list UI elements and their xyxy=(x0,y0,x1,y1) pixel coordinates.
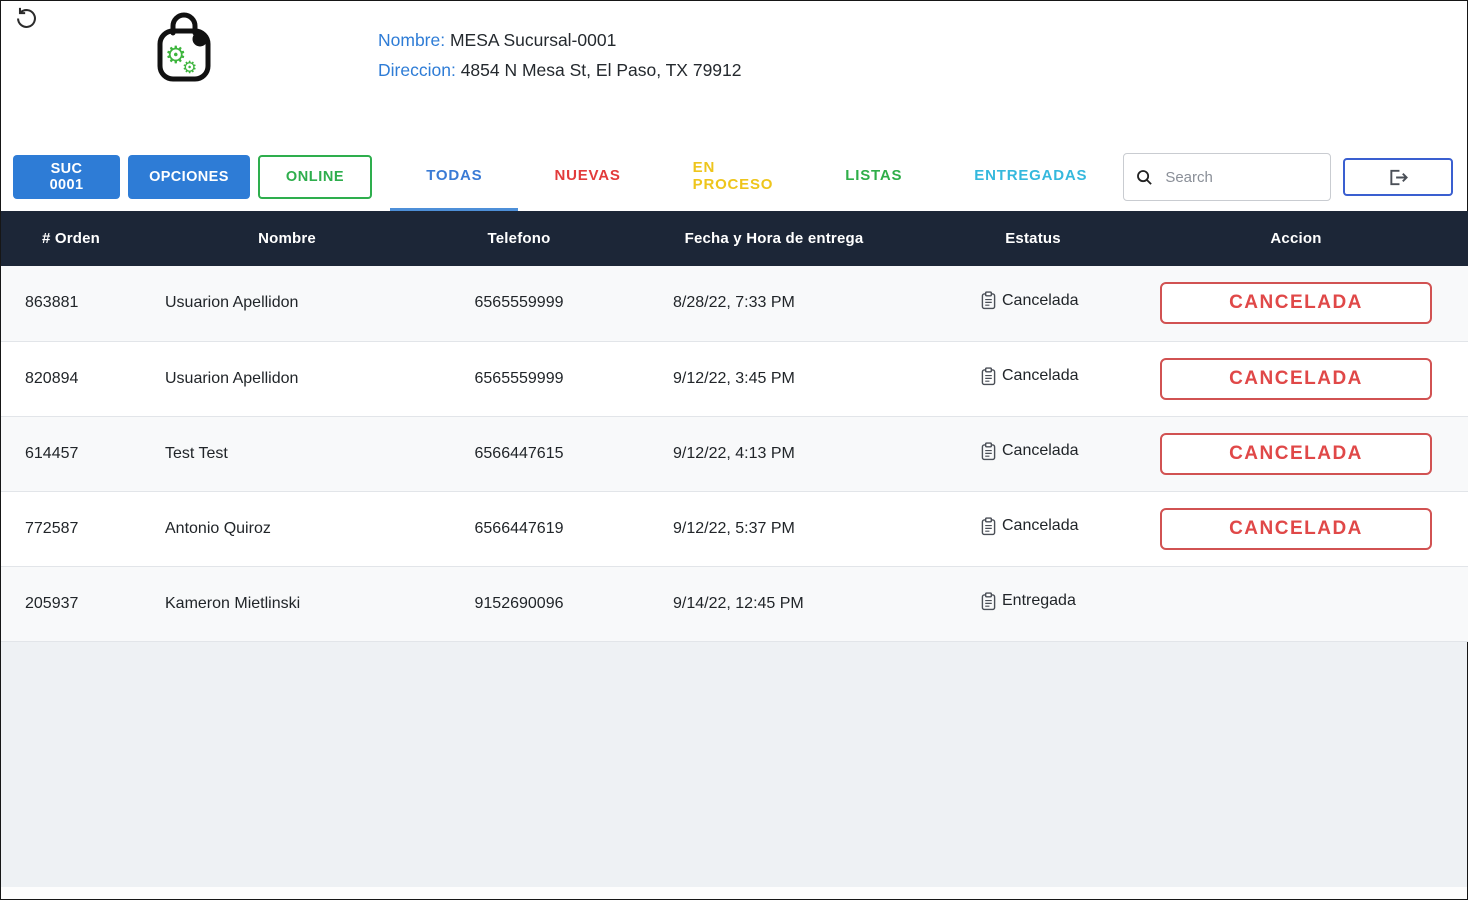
customer-phone: 6566447615 xyxy=(433,416,605,491)
column-fecha: Fecha y Hora de entrega xyxy=(605,211,943,266)
customer-phone: 9152690096 xyxy=(433,566,605,641)
refresh-icon[interactable] xyxy=(11,5,41,35)
table-body: 863881 Usuarion Apellidon 6565559999 8/2… xyxy=(1,266,1468,641)
status-text: Entregada xyxy=(1002,592,1076,610)
clipboard-icon xyxy=(981,291,996,310)
column-telefono: Telefono xyxy=(433,211,605,266)
column-estatus: Estatus xyxy=(943,211,1123,266)
content-background xyxy=(1,642,1467,888)
order-number: 820894 xyxy=(1,341,141,416)
tab-listas[interactable]: LISTAS xyxy=(809,143,938,211)
customer-phone: 6566447619 xyxy=(433,491,605,566)
action-cell: CANCELADA xyxy=(1123,341,1468,416)
customer-phone: 6565559999 xyxy=(433,341,605,416)
table-row: 820894 Usuarion Apellidon 6565559999 9/1… xyxy=(1,341,1468,416)
table-row: 614457 Test Test 6566447615 9/12/22, 4:1… xyxy=(1,416,1468,491)
tab-entregadas[interactable]: ENTREGADAS xyxy=(938,143,1123,211)
tab-en-proceso[interactable]: EN PROCESO xyxy=(657,143,810,211)
suc-button[interactable]: SUC 0001 xyxy=(13,155,120,199)
store-address-label: Direccion: xyxy=(378,60,456,80)
store-address-value: 4854 N Mesa St, El Paso, TX 79912 xyxy=(461,60,742,80)
status-text: Cancelada xyxy=(1002,517,1079,535)
cancelada-button[interactable]: CANCELADA xyxy=(1160,282,1432,324)
toolbar: SUC 0001 OPCIONES ONLINE TODAS NUEVAS EN… xyxy=(1,143,1467,211)
order-number: 863881 xyxy=(1,266,141,341)
action-cell: CANCELADA xyxy=(1123,266,1468,341)
customer-phone: 6565559999 xyxy=(433,266,605,341)
footer-strip xyxy=(1,887,1467,899)
status-text: Cancelada xyxy=(1002,442,1079,460)
search-icon xyxy=(1136,169,1153,186)
clipboard-icon xyxy=(981,442,996,461)
order-number: 205937 xyxy=(1,566,141,641)
customer-name: Usuarion Apellidon xyxy=(141,341,433,416)
status-cell: Entregada xyxy=(943,566,1123,641)
top-bar: ⚙ ⚙ Nombre: MESA Sucursal-0001 Direccion… xyxy=(1,1,1467,143)
table-row: 205937 Kameron Mietlinski 9152690096 9/1… xyxy=(1,566,1468,641)
clipboard-icon xyxy=(981,367,996,386)
orders-table: # Orden Nombre Telefono Fecha y Hora de … xyxy=(1,211,1468,642)
customer-name: Test Test xyxy=(141,416,433,491)
action-cell: CANCELADA xyxy=(1123,416,1468,491)
clipboard-icon xyxy=(981,517,996,536)
app-window: ⚙ ⚙ Nombre: MESA Sucursal-0001 Direccion… xyxy=(0,0,1468,900)
table-header: # Orden Nombre Telefono Fecha y Hora de … xyxy=(1,211,1468,266)
delivery-datetime: 9/12/22, 4:13 PM xyxy=(605,416,943,491)
column-nombre: Nombre xyxy=(141,211,433,266)
tab-nuevas[interactable]: NUEVAS xyxy=(518,143,656,211)
search-box[interactable] xyxy=(1123,153,1331,201)
delivery-datetime: 8/28/22, 7:33 PM xyxy=(605,266,943,341)
online-button[interactable]: ONLINE xyxy=(258,155,372,199)
store-info: Nombre: MESA Sucursal-0001 Direccion: 48… xyxy=(378,25,742,85)
store-name-label: Nombre: xyxy=(378,30,445,50)
store-name-value: MESA Sucursal-0001 xyxy=(450,30,616,50)
cancelada-button[interactable]: CANCELADA xyxy=(1160,433,1432,475)
action-cell xyxy=(1123,566,1468,641)
action-cell: CANCELADA xyxy=(1123,491,1468,566)
opciones-button[interactable]: OPCIONES xyxy=(128,155,250,199)
customer-name: Antonio Quiroz xyxy=(141,491,433,566)
tab-todas[interactable]: TODAS xyxy=(390,143,518,211)
filter-tabs: TODAS NUEVAS EN PROCESO LISTAS ENTREGADA… xyxy=(390,143,1123,211)
delivery-datetime: 9/12/22, 5:37 PM xyxy=(605,491,943,566)
cancelada-button[interactable]: CANCELADA xyxy=(1160,358,1432,400)
status-text: Cancelada xyxy=(1002,367,1079,385)
cancelada-button[interactable]: CANCELADA xyxy=(1160,508,1432,550)
status-cell: Cancelada xyxy=(943,416,1123,491)
customer-name: Kameron Mietlinski xyxy=(141,566,433,641)
table-row: 863881 Usuarion Apellidon 6565559999 8/2… xyxy=(1,266,1468,341)
clipboard-icon xyxy=(981,592,996,611)
delivery-datetime: 9/14/22, 12:45 PM xyxy=(605,566,943,641)
customer-name: Usuarion Apellidon xyxy=(141,266,433,341)
table-row: 772587 Antonio Quiroz 6566447619 9/12/22… xyxy=(1,491,1468,566)
delivery-datetime: 9/12/22, 3:45 PM xyxy=(605,341,943,416)
logout-icon xyxy=(1387,167,1410,188)
column-orden: # Orden xyxy=(1,211,141,266)
store-logo: ⚙ ⚙ xyxy=(151,9,217,96)
column-accion: Accion xyxy=(1123,211,1468,266)
svg-text:⚙: ⚙ xyxy=(182,58,197,77)
status-cell: Cancelada xyxy=(943,266,1123,341)
status-text: Cancelada xyxy=(1002,292,1079,310)
order-number: 614457 xyxy=(1,416,141,491)
logout-button[interactable] xyxy=(1343,158,1453,196)
search-input[interactable] xyxy=(1165,169,1315,186)
order-number: 772587 xyxy=(1,491,141,566)
status-cell: Cancelada xyxy=(943,341,1123,416)
status-cell: Cancelada xyxy=(943,491,1123,566)
